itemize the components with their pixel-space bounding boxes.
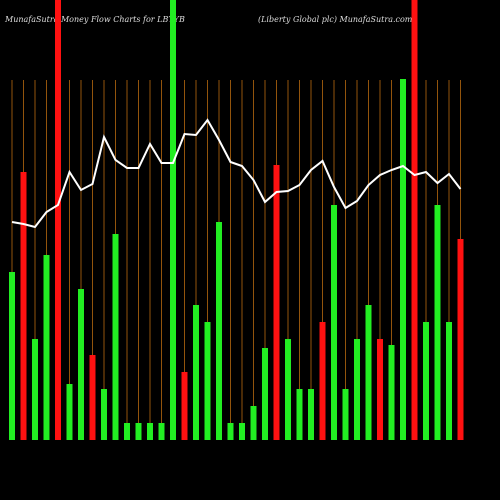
bar bbox=[78, 289, 84, 440]
bar bbox=[124, 423, 130, 440]
bar bbox=[377, 339, 383, 440]
chart-subtitle: (Liberty Global plc) MunafaSutra.com bbox=[258, 15, 413, 24]
bar bbox=[388, 345, 395, 440]
bar bbox=[9, 272, 15, 440]
bar bbox=[423, 322, 429, 440]
bar bbox=[285, 339, 291, 440]
bar bbox=[296, 389, 303, 440]
bar bbox=[20, 172, 27, 440]
bar bbox=[204, 322, 211, 440]
bar bbox=[101, 389, 107, 440]
bar bbox=[457, 239, 464, 440]
bar bbox=[193, 305, 199, 440]
bar bbox=[411, 0, 418, 440]
bar bbox=[216, 222, 222, 440]
bar bbox=[331, 205, 337, 440]
chart-title: MunafaSutra Money Flow Charts for LBTYB bbox=[4, 15, 185, 24]
bar bbox=[55, 0, 61, 440]
bar bbox=[239, 423, 245, 440]
bar bbox=[262, 348, 268, 440]
bar bbox=[181, 372, 188, 440]
bar bbox=[135, 423, 142, 440]
money-flow-line bbox=[11, 118, 462, 229]
bar bbox=[147, 423, 153, 440]
bar bbox=[89, 355, 96, 440]
bar bbox=[446, 322, 452, 440]
bar bbox=[227, 423, 234, 440]
bar bbox=[273, 165, 280, 440]
bar bbox=[434, 205, 441, 440]
bar bbox=[365, 305, 372, 440]
bar bbox=[319, 322, 326, 440]
bar bbox=[170, 0, 176, 440]
bar bbox=[112, 234, 119, 440]
bar bbox=[308, 389, 314, 440]
bar bbox=[43, 255, 50, 440]
bar bbox=[400, 79, 406, 440]
bar bbox=[354, 339, 360, 440]
bar bbox=[250, 406, 257, 440]
bar bbox=[342, 389, 349, 440]
bar bbox=[66, 384, 73, 440]
bar bbox=[32, 339, 38, 440]
bar bbox=[158, 423, 165, 440]
